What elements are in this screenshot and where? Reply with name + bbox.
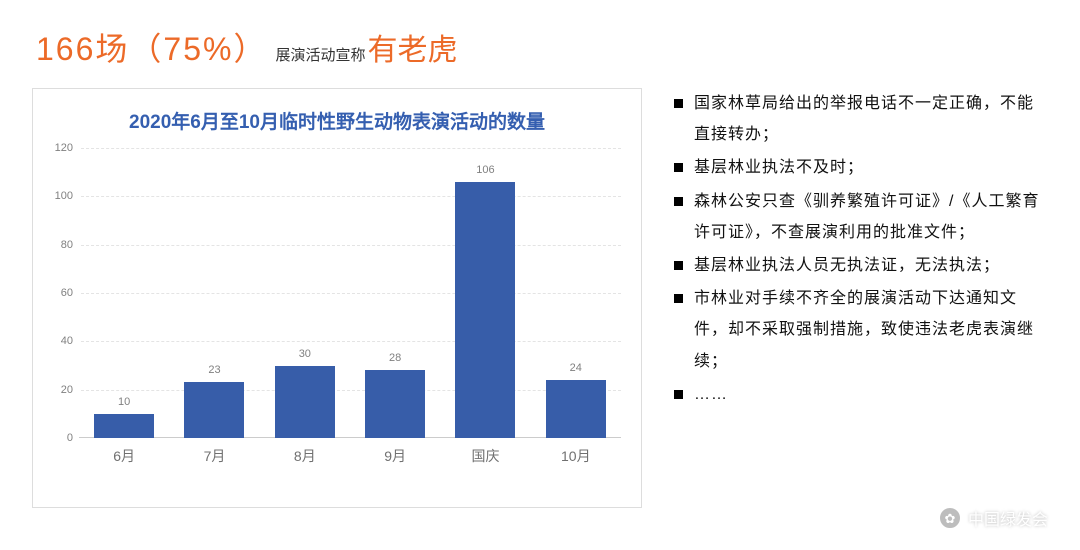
y-axis-tick: 100 xyxy=(45,190,73,202)
bar-slot: 28 xyxy=(360,370,430,438)
x-axis-label: 国庆 xyxy=(450,446,520,466)
x-axis-label: 10月 xyxy=(541,446,611,466)
bar-value-label: 30 xyxy=(275,348,335,360)
bullet-list: 国家林草局给出的举报电话不一定正确，不能直接转办；基层林业执法不及时；森林公安只… xyxy=(670,88,1050,412)
x-axis-label: 9月 xyxy=(360,446,430,466)
chart-title: 2020年6月至10月临时性野生动物表演活动的数量 xyxy=(33,107,641,134)
headline-highlight: 有老虎 xyxy=(367,25,457,69)
headline: 166场（75%） 展演活动宣称 有老虎 xyxy=(36,24,457,70)
bar xyxy=(455,182,515,438)
bar-slot: 10 xyxy=(89,414,159,438)
bar xyxy=(546,380,606,438)
watermark-text: 中国绿发会 xyxy=(968,506,1048,530)
bullet-item: 基层林业执法人员无执法证，无法执法； xyxy=(670,250,1050,281)
bar-slot: 23 xyxy=(179,382,249,438)
bars-group: 10 23 30 28 106 24 xyxy=(79,148,621,438)
y-axis-tick: 80 xyxy=(45,239,73,251)
y-axis-tick: 120 xyxy=(45,142,73,154)
bar-chart: 2020年6月至10月临时性野生动物表演活动的数量 0 20 40 60 80 100 12… xyxy=(32,88,642,508)
x-axis-label: 8月 xyxy=(270,446,340,466)
y-axis-tick: 0 xyxy=(45,432,73,444)
x-axis-label: 6月 xyxy=(89,446,159,466)
bar-value-label: 106 xyxy=(455,164,515,176)
y-axis-tick: 60 xyxy=(45,287,73,299)
x-axis-label: 7月 xyxy=(179,446,249,466)
bar-value-label: 10 xyxy=(94,396,154,408)
bar-value-label: 24 xyxy=(546,362,606,374)
bar-slot: 106 xyxy=(450,182,520,438)
bullet-item: 森林公安只查《驯养繁殖许可证》/《人工繁育许可证》，不查展演利用的批准文件； xyxy=(670,186,1050,248)
bar-slot: 30 xyxy=(270,366,340,439)
plot-area: 020406080100120 1023302810624 6月7月8月9月国庆… xyxy=(79,148,621,468)
bullet-item: …… xyxy=(670,379,1050,410)
watermark-icon: ✿ xyxy=(938,506,962,530)
x-axis-labels: 6月 7月 8月 9月国庆 10月 xyxy=(79,446,621,466)
bar-value-label: 28 xyxy=(365,352,425,364)
headline-mid: 展演活动宣称 xyxy=(275,44,365,65)
bullet-item: 基层林业执法不及时； xyxy=(670,152,1050,183)
headline-main: 166场（75%） xyxy=(36,24,267,70)
bar xyxy=(184,382,244,438)
bar xyxy=(365,370,425,438)
bar xyxy=(94,414,154,438)
bar xyxy=(275,366,335,439)
y-axis-tick: 20 xyxy=(45,384,73,396)
bullet-item: 国家林草局给出的举报电话不一定正确，不能直接转办； xyxy=(670,88,1050,150)
watermark: ✿ 中国绿发会 xyxy=(938,506,1048,530)
y-axis-tick: 40 xyxy=(45,335,73,347)
bar-value-label: 23 xyxy=(184,364,244,376)
bullet-item: 市林业对手续不齐全的展演活动下达通知文件，却不采取强制措施，致使违法老虎表演继续… xyxy=(670,283,1050,377)
bar-slot: 24 xyxy=(541,380,611,438)
